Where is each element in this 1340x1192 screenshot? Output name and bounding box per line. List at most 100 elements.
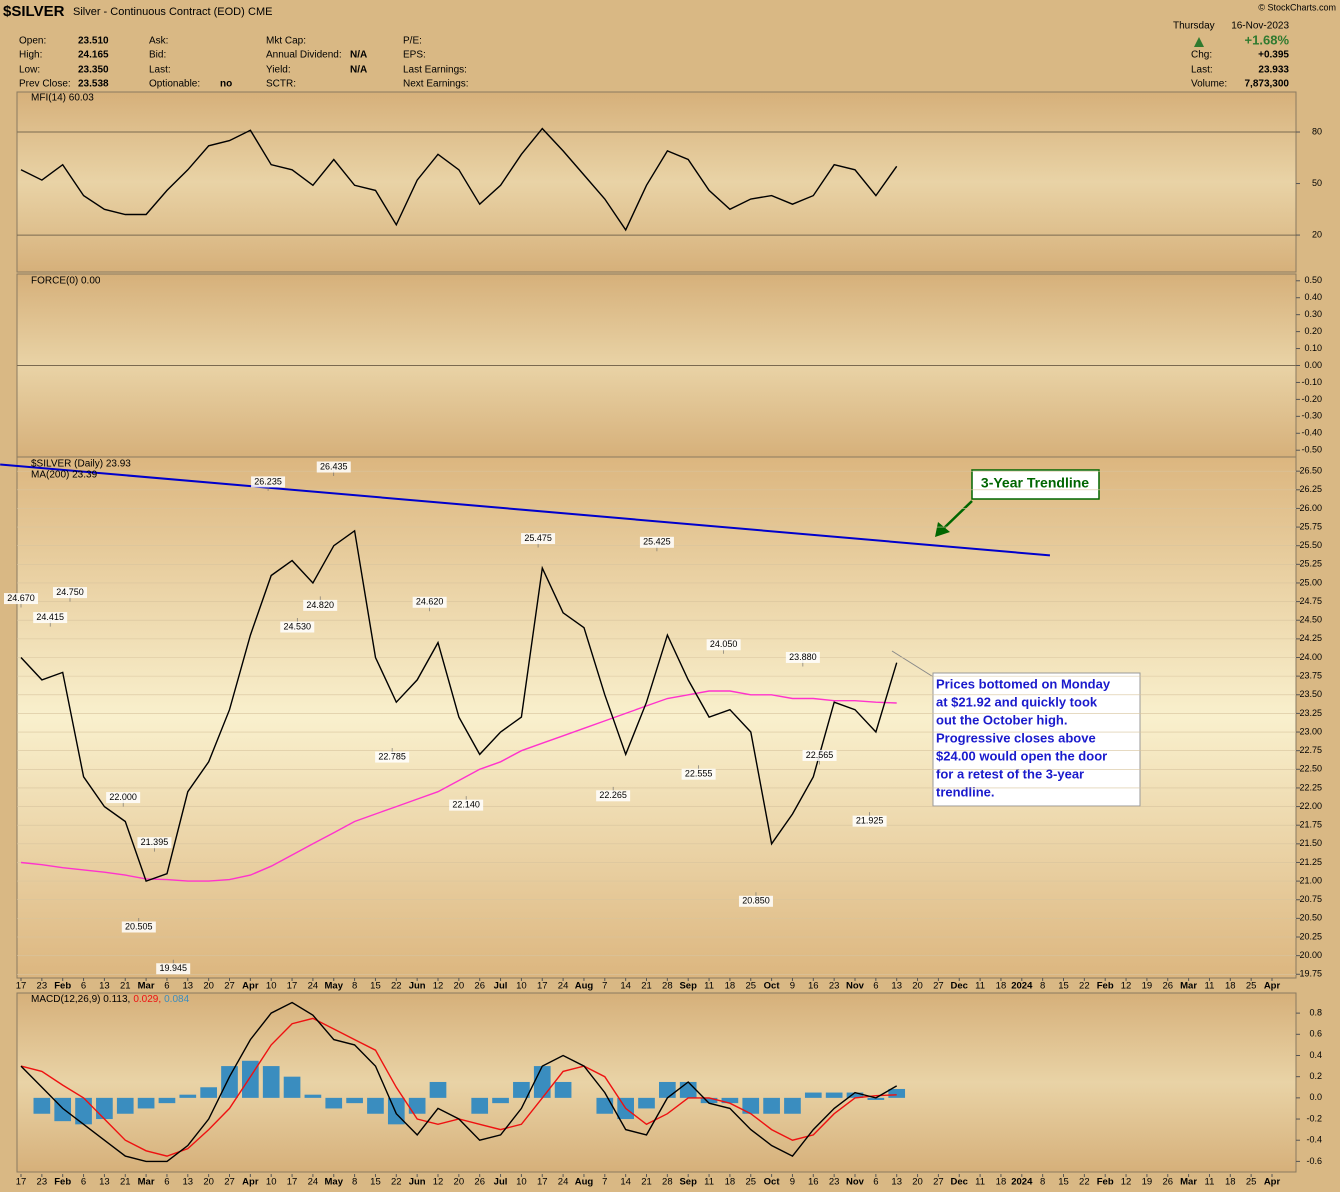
field-label: Ask: — [149, 36, 168, 47]
y-tick-label: 0.0 — [1309, 1092, 1322, 1102]
y-tick-label: 19.75 — [1299, 969, 1322, 979]
x-tick-label: 26 — [1162, 981, 1173, 992]
x-tick-label: Nov — [846, 981, 865, 992]
x-tick-label: 8 — [352, 1177, 357, 1188]
legend: MACD(12,26,9) 0.113, 0.029, 0.084 — [31, 994, 190, 1005]
x-tick-label: Mar — [1180, 981, 1197, 992]
change-pct: +1.68% — [1245, 32, 1290, 47]
price-label: 26.235 — [254, 476, 282, 486]
x-tick-label: 24 — [308, 1177, 319, 1188]
x-tick-label: Feb — [1097, 1177, 1114, 1188]
y-tick-label: 26.25 — [1299, 484, 1322, 494]
x-tick-label: 10 — [516, 981, 527, 992]
note: Prices bottomed on Monday at $21.92 and q… — [936, 676, 1111, 799]
label-box — [706, 639, 741, 651]
exchange: CME — [248, 6, 272, 18]
label-box — [596, 790, 631, 802]
legend-item: 0.084 — [164, 994, 189, 1005]
x-tick-label: 7 — [602, 1177, 607, 1188]
y-tick-label: -0.6 — [1306, 1156, 1322, 1166]
histogram-bar — [283, 1076, 301, 1098]
y-tick-label: 23.75 — [1299, 671, 1322, 681]
y-tick-label: 21.50 — [1299, 838, 1322, 848]
date: 16-Nov-2023 — [1231, 21, 1289, 32]
y-tick-label: 21.75 — [1299, 820, 1322, 830]
label-box — [137, 837, 172, 849]
x-tick-label: 26 — [1162, 1177, 1173, 1188]
x-tick-label: 11 — [1205, 981, 1215, 992]
legend-item: MFI(14) 60.03 — [31, 93, 94, 104]
histogram-bar — [96, 1097, 113, 1120]
y-tick-label: -0.40 — [1301, 428, 1322, 438]
x-tick-label: 27 — [224, 981, 235, 992]
y-tick-label: 20.25 — [1299, 931, 1322, 941]
field-label: Mkt Cap: — [266, 36, 306, 47]
copyright: © StockCharts.com — [1258, 2, 1336, 12]
y-tick-label: 21.25 — [1299, 857, 1322, 867]
price-label: 20.850 — [742, 896, 770, 906]
x-tick-label: 12 — [1121, 1177, 1132, 1188]
y-tick-label: 20.00 — [1299, 950, 1322, 960]
label-box — [316, 461, 351, 473]
x-tick-label: 25 — [1246, 981, 1257, 992]
x-tick-label: Jun — [409, 981, 426, 992]
x-tick-label: 21 — [641, 1177, 652, 1188]
x-tick-label: 24 — [558, 981, 569, 992]
note-box — [932, 672, 1141, 807]
x-tick-label: 20 — [454, 981, 465, 992]
field-label: Last: — [1191, 65, 1213, 76]
field-label: P/E: — [403, 36, 422, 47]
y-tick-label: 80 — [1312, 126, 1322, 136]
x-tick-label: Aug — [575, 981, 594, 992]
y-tick-label: 23.00 — [1299, 726, 1322, 736]
field-label: EPS: — [403, 50, 426, 61]
histogram-bar — [242, 1060, 259, 1098]
histogram-bar — [513, 1081, 530, 1098]
note-line: $24.00 would open the door — [936, 748, 1107, 763]
y-tick-label: 23.50 — [1299, 689, 1322, 699]
x-tick-label: 10 — [266, 981, 277, 992]
y-tick-label: 22.50 — [1299, 764, 1322, 774]
arrow-head — [935, 522, 950, 537]
label-box — [4, 593, 38, 605]
price-label: 24.050 — [710, 639, 738, 649]
price-label: 26.435 — [320, 461, 348, 471]
price-label: 25.425 — [643, 537, 671, 547]
price-label: 19.945 — [159, 963, 187, 973]
x-tick-label: 8 — [352, 981, 357, 992]
x-tick-label: 18 — [1225, 1177, 1236, 1188]
legend-item: $SILVER (Daily) 23.93 — [31, 459, 131, 470]
x-tick-label: Mar — [1180, 1177, 1197, 1188]
x-tick-label: 20 — [203, 981, 214, 992]
histogram-bar — [116, 1097, 134, 1114]
field-value: +0.395 — [1258, 50, 1289, 61]
y-tick-label: 26.50 — [1299, 466, 1322, 476]
x-tick-label: 18 — [996, 1177, 1007, 1188]
histogram-bar — [75, 1097, 92, 1125]
x-tick-label: 22 — [391, 981, 402, 992]
x-tick-label: Oct — [764, 1177, 781, 1188]
histogram-bar — [492, 1097, 509, 1104]
price-label: 24.530 — [283, 621, 311, 631]
field-label: Yield: — [266, 65, 291, 76]
x-tick-label: Nov — [846, 1177, 865, 1188]
x-tick-label: Dec — [951, 981, 968, 992]
x-tick-label: 13 — [99, 1177, 110, 1188]
histogram-bar — [179, 1094, 197, 1098]
price-label: 20.505 — [125, 921, 153, 931]
y-tick-label: 20.50 — [1299, 913, 1322, 923]
x-tick-label: 17 — [16, 981, 27, 992]
price-label: 22.555 — [685, 769, 713, 779]
price-label: 22.565 — [806, 750, 834, 760]
y-tick-label: 0.20 — [1304, 326, 1322, 336]
price-label: 24.415 — [36, 612, 64, 622]
x-tick-label: 23 — [829, 981, 840, 992]
legend-item: MA(200) 23.39 — [31, 470, 98, 481]
x-tick-label: Mar — [138, 981, 155, 992]
y-tick-label: 24.25 — [1299, 633, 1322, 643]
x-tick-label: Mar — [138, 1177, 155, 1188]
y-tick-label: 22.00 — [1299, 801, 1322, 811]
label-box — [785, 651, 820, 663]
x-tick-label: 7 — [602, 981, 607, 992]
x-tick-label: 9 — [790, 1177, 795, 1188]
